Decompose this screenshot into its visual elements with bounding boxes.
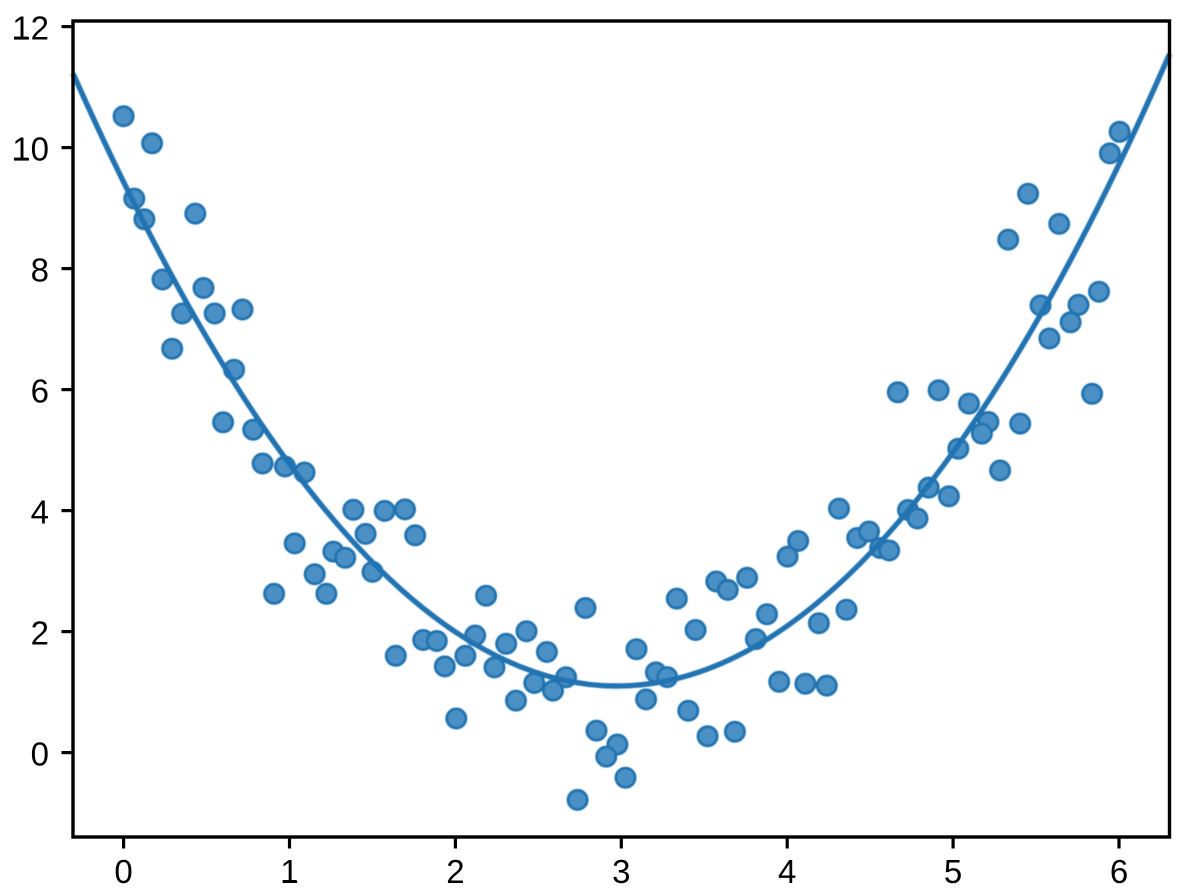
svg-text:10: 10 — [12, 131, 49, 168]
svg-text:1: 1 — [280, 853, 298, 890]
svg-text:6: 6 — [31, 373, 49, 410]
svg-text:8: 8 — [31, 252, 49, 289]
svg-text:2: 2 — [446, 853, 464, 890]
svg-text:5: 5 — [944, 853, 962, 890]
svg-text:3: 3 — [612, 853, 630, 890]
svg-text:0: 0 — [114, 853, 132, 890]
svg-text:6: 6 — [1110, 853, 1128, 890]
svg-text:0: 0 — [31, 736, 49, 773]
svg-text:4: 4 — [31, 494, 49, 531]
svg-text:12: 12 — [12, 10, 49, 47]
svg-text:4: 4 — [778, 853, 796, 890]
svg-text:2: 2 — [31, 615, 49, 652]
